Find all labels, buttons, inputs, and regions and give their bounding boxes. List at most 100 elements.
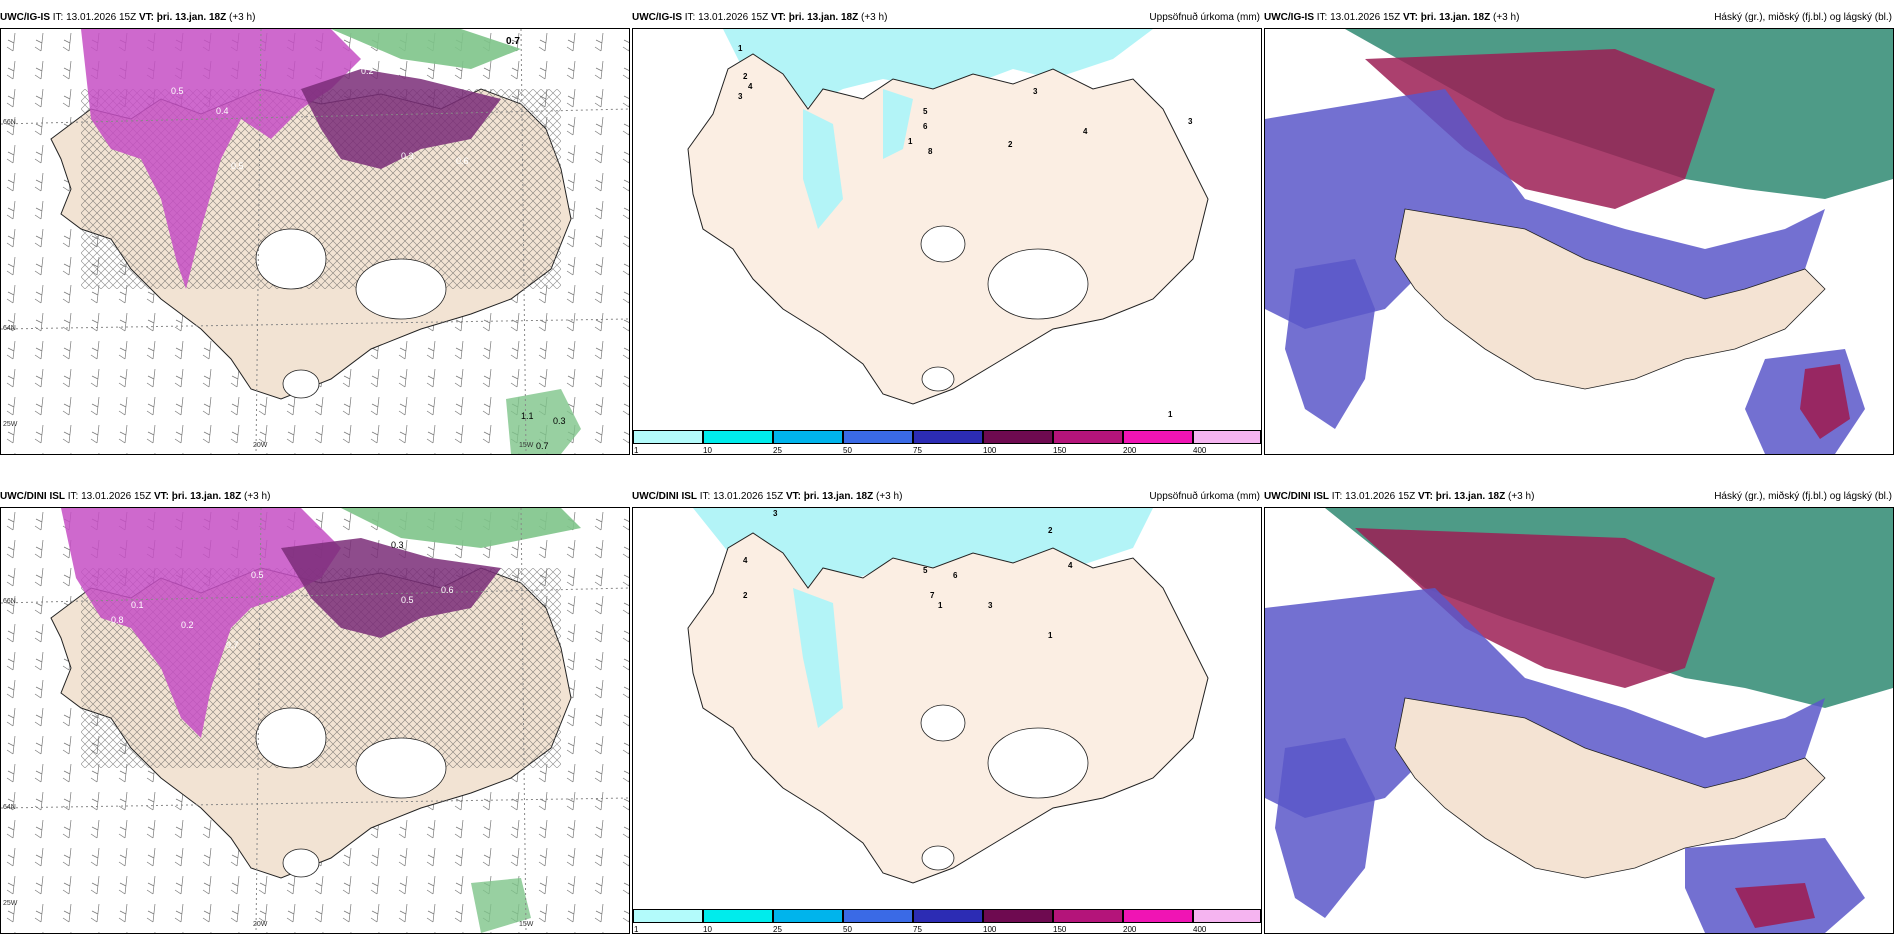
lon-label-25w: 25W bbox=[3, 421, 18, 428]
vt-value: þri. 13.jan. 18Z bbox=[803, 491, 874, 502]
vt-value: þri. 13.jan. 18Z bbox=[1420, 12, 1491, 23]
model-name: UWC/IG-IS bbox=[632, 12, 682, 23]
lead-time: (+3 h) bbox=[244, 491, 271, 502]
panel-r2-precip: UWC/DINI ISL IT: 13.01.2026 15Z VT: þri.… bbox=[632, 487, 1262, 934]
svg-text:0.8: 0.8 bbox=[111, 615, 124, 625]
purple-precip bbox=[81, 29, 361, 289]
vt-label: VT: bbox=[1417, 491, 1433, 502]
panel-header: UWC/IG-IS IT: 13.01.2026 15Z VT: þri. 13… bbox=[632, 8, 1262, 28]
map-frame: 0.7 0.5 0.4 0.2 0.3 0.6 0.5 1.1 0.7 0.3 … bbox=[0, 28, 630, 455]
svg-text:0.5: 0.5 bbox=[231, 161, 244, 171]
lon-label-25w: 25W bbox=[3, 900, 18, 907]
svg-text:0.2: 0.2 bbox=[361, 66, 374, 76]
it-value: 13.01.2026 15Z bbox=[1330, 12, 1401, 23]
svg-text:3: 3 bbox=[1033, 87, 1038, 96]
panel-header: UWC/DINI ISL IT: 13.01.2026 15Z VT: þri.… bbox=[632, 487, 1262, 507]
wind-map: 0.7 0.5 0.4 0.2 0.3 0.6 0.5 1.1 0.7 0.3 bbox=[1, 29, 629, 454]
svg-text:5: 5 bbox=[923, 566, 928, 575]
it-label: IT: bbox=[67, 491, 79, 502]
svg-text:1: 1 bbox=[908, 137, 913, 146]
cloud-title: Háský (gr.), miðský (fj.bl.) og lágský (… bbox=[1714, 12, 1892, 23]
svg-text:2: 2 bbox=[1008, 140, 1013, 149]
cloud-map bbox=[1265, 29, 1893, 454]
svg-text:4: 4 bbox=[1083, 127, 1088, 136]
svg-text:0.7: 0.7 bbox=[506, 36, 520, 47]
svg-text:1.1: 1.1 bbox=[521, 411, 534, 421]
map-frame: 1 2 3 4 5 6 8 1 2 3 4 3 1 bbox=[632, 28, 1262, 455]
svg-text:1: 1 bbox=[1048, 631, 1053, 640]
it-value: 13.01.2026 15Z bbox=[698, 12, 769, 23]
svg-text:0.7: 0.7 bbox=[226, 640, 239, 650]
it-value: 13.01.2026 15Z bbox=[1345, 491, 1416, 502]
model-name: UWC/IG-IS bbox=[0, 12, 50, 23]
precip-map: 3 2 4 5 6 7 1 2 3 4 1 bbox=[687, 508, 1209, 884]
lead-time: (+3 h) bbox=[1508, 491, 1535, 502]
lon-label-15w: 15W bbox=[519, 442, 534, 449]
panel-header: UWC/IG-IS IT: 13.01.2026 15Z VT: þri. 13… bbox=[0, 8, 630, 28]
svg-text:2: 2 bbox=[743, 72, 748, 81]
purple-precip bbox=[61, 508, 341, 738]
it-label: IT: bbox=[1316, 12, 1328, 23]
svg-text:1: 1 bbox=[738, 44, 743, 53]
panel-r1-cloud: UWC/IG-IS IT: 13.01.2026 15Z VT: þri. 13… bbox=[1264, 8, 1894, 455]
cloud-map bbox=[1265, 508, 1893, 933]
svg-text:0.5: 0.5 bbox=[401, 595, 414, 605]
map-frame: 0.5 0.7 0.3 0.1 0.6 0.5 0.8 0.2 20W 15W … bbox=[0, 507, 630, 934]
it-label: IT: bbox=[699, 491, 711, 502]
svg-text:2: 2 bbox=[1048, 526, 1053, 535]
svg-text:5: 5 bbox=[923, 107, 928, 116]
svg-text:0.7: 0.7 bbox=[536, 441, 549, 451]
vt-label: VT: bbox=[153, 491, 169, 502]
precip-title: Uppsöfnuð úrkoma (mm) bbox=[1149, 491, 1260, 502]
panel-header: UWC/DINI ISL IT: 13.01.2026 15Z VT: þri.… bbox=[1264, 487, 1894, 507]
vt-value: þri. 13.jan. 18Z bbox=[156, 12, 227, 23]
lat-label-64n: 64N bbox=[3, 325, 16, 332]
svg-text:3: 3 bbox=[1188, 117, 1193, 126]
map-frame: 3 2 4 5 6 7 1 2 3 4 1 1 10 bbox=[632, 507, 1262, 934]
panel-r1-precip: UWC/IG-IS IT: 13.01.2026 15Z VT: þri. 13… bbox=[632, 8, 1262, 455]
svg-text:0.2: 0.2 bbox=[181, 620, 194, 630]
it-label: IT: bbox=[684, 12, 696, 23]
map-frame bbox=[1264, 28, 1894, 455]
lat-label-66n: 66N bbox=[3, 598, 16, 605]
svg-text:0.3: 0.3 bbox=[553, 416, 566, 426]
svg-text:0.6: 0.6 bbox=[441, 585, 454, 595]
lon-label-20w: 20W bbox=[253, 921, 268, 928]
svg-text:0.5: 0.5 bbox=[251, 570, 264, 580]
model-name: UWC/DINI ISL bbox=[632, 491, 697, 502]
colorbar: 1 10 25 50 75 100 150 200 400 bbox=[633, 430, 1261, 454]
colorbar: 1 10 25 50 75 100 150 200 400 bbox=[633, 909, 1261, 933]
it-label: IT: bbox=[1331, 491, 1343, 502]
vt-label: VT: bbox=[785, 491, 801, 502]
svg-text:0.6: 0.6 bbox=[456, 156, 469, 166]
lead-time: (+3 h) bbox=[1493, 12, 1520, 23]
svg-text:8: 8 bbox=[928, 147, 933, 156]
land-shape bbox=[1394, 208, 1826, 390]
cloud-title: Háský (gr.), miðský (fj.bl.) og lágský (… bbox=[1714, 491, 1892, 502]
svg-text:3: 3 bbox=[988, 601, 993, 610]
vt-label: VT: bbox=[138, 12, 154, 23]
svg-text:0.1: 0.1 bbox=[131, 600, 144, 610]
lon-label-15w: 15W bbox=[519, 921, 534, 928]
panel-header: UWC/DINI ISL IT: 13.01.2026 15Z VT: þri.… bbox=[0, 487, 630, 507]
lon-label-20w: 20W bbox=[253, 442, 268, 449]
svg-text:2: 2 bbox=[743, 591, 748, 600]
svg-text:6: 6 bbox=[923, 122, 928, 131]
panel-r2-wind: UWC/DINI ISL IT: 13.01.2026 15Z VT: þri.… bbox=[0, 487, 630, 934]
precip-title: Uppsöfnuð úrkoma (mm) bbox=[1149, 12, 1260, 23]
it-label: IT: bbox=[52, 12, 64, 23]
model-name: UWC/DINI ISL bbox=[1264, 491, 1329, 502]
lead-time: (+3 h) bbox=[229, 12, 256, 23]
it-value: 13.01.2026 15Z bbox=[81, 491, 152, 502]
panel-header: UWC/IG-IS IT: 13.01.2026 15Z VT: þri. 13… bbox=[1264, 8, 1894, 28]
model-name: UWC/IG-IS bbox=[1264, 12, 1314, 23]
svg-text:6: 6 bbox=[953, 571, 958, 580]
vt-value: þri. 13.jan. 18Z bbox=[171, 491, 242, 502]
model-name: UWC/DINI ISL bbox=[0, 491, 65, 502]
vt-value: þri. 13.jan. 18Z bbox=[788, 12, 859, 23]
svg-text:1: 1 bbox=[938, 601, 943, 610]
lat-label-64n: 64N bbox=[3, 804, 16, 811]
precip-map: 1 2 3 4 5 6 8 1 2 3 4 3 1 bbox=[687, 29, 1209, 419]
svg-text:1: 1 bbox=[1168, 410, 1173, 419]
svg-text:3: 3 bbox=[738, 92, 743, 101]
